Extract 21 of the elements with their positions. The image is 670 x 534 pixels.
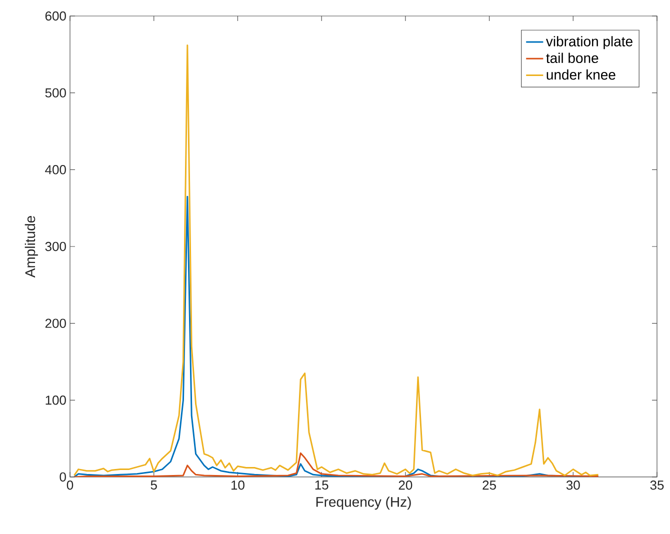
x-axis-title: Frequency (Hz) <box>316 496 411 510</box>
y-tick-label: 0 <box>60 472 66 482</box>
y-tick-label: 600 <box>45 11 66 21</box>
legend-label: tail bone <box>546 52 598 64</box>
x-tick-label: 0 <box>66 480 74 490</box>
y-tick-label: 300 <box>45 242 66 252</box>
legend-label: under knee <box>546 69 616 80</box>
y-tick-label: 200 <box>45 318 66 328</box>
x-tick-label: 20 <box>398 480 412 490</box>
x-tick-label: 35 <box>650 480 664 490</box>
x-tick-label: 25 <box>482 480 496 490</box>
y-tick-label: 500 <box>45 88 66 98</box>
x-tick-label: 30 <box>566 480 580 490</box>
x-tick-label: 15 <box>315 480 328 490</box>
y-tick-label: 100 <box>46 396 66 405</box>
x-tick-label: 5 <box>150 480 157 490</box>
x-tick-label: 10 <box>231 480 244 490</box>
line-series <box>73 452 600 477</box>
y-tick-label: 400 <box>45 165 66 174</box>
y-axis-title: Amplitude <box>24 216 38 278</box>
legend-label: vibration plate <box>546 36 632 50</box>
